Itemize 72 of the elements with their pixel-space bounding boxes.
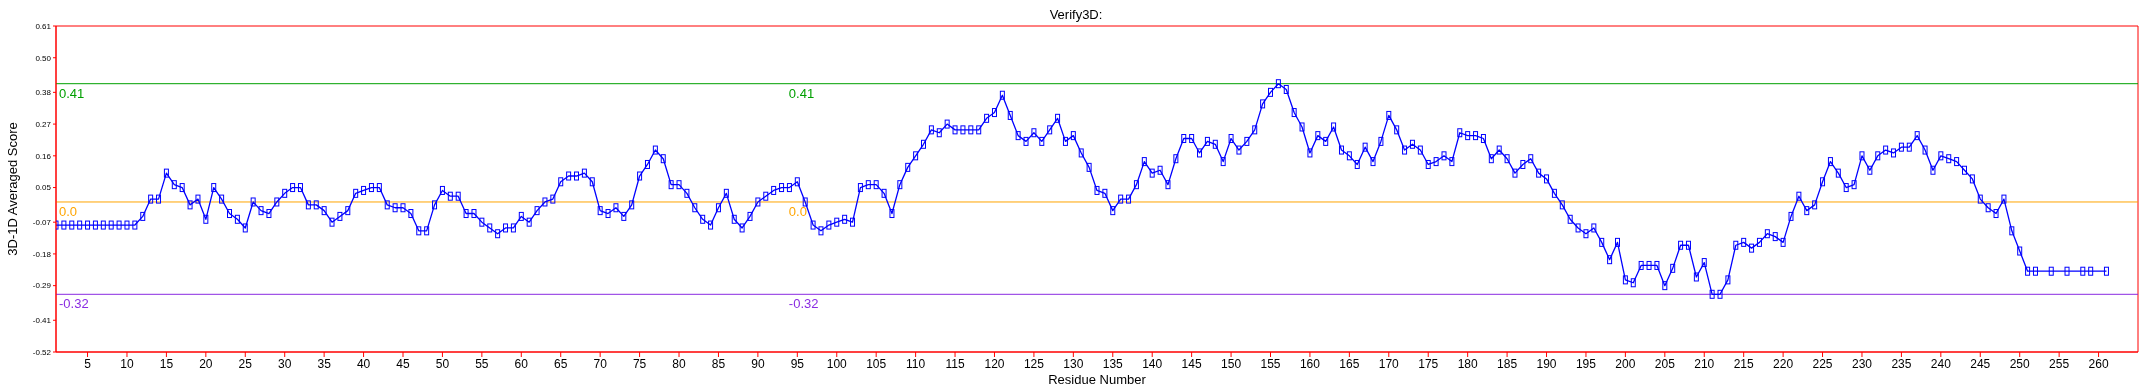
x-tick-label: 110 [906,356,926,371]
x-tick-label: 95 [790,356,805,371]
x-tick-label: 235 [1891,356,1912,371]
y-tick-label: -0.41 [32,316,52,326]
ref-line-label: 0.41 [59,85,85,101]
x-tick-label: 60 [514,356,529,371]
x-tick-label: 55 [475,356,489,371]
x-tick-label: 230 [1851,356,1873,371]
y-tick-label: 0.38 [35,88,52,98]
x-tick-label: 45 [396,356,410,371]
y-tick-label: 0.16 [35,151,52,161]
x-tick-label: 175 [1418,356,1439,371]
y-tick-label: 0.05 [35,183,52,193]
y-tick-label: 0.61 [35,21,52,31]
x-tick-label: 100 [826,356,848,371]
x-tick-label: 50 [435,356,450,371]
x-tick-label: 90 [751,356,765,371]
x-tick-label: 85 [711,356,726,371]
ref-line-label: 0.0 [59,203,78,219]
x-tick-label: 75 [632,356,647,371]
x-tick-label: 205 [1654,356,1676,371]
x-tick-label: 105 [866,356,887,371]
x-tick-label: 180 [1457,356,1478,371]
y-axis-title: 3D-1D Averaged Score [4,122,20,256]
x-tick-label: 260 [2088,356,2109,371]
x-tick-label: 200 [1615,356,1636,371]
x-tick-label: 135 [1102,356,1124,371]
text: 0.41 [788,85,815,101]
y-tick-label: -0.52 [32,347,52,357]
y-tick-label: 0.50 [35,53,52,63]
x-tick-label: 30 [278,356,292,371]
x-tick-label: 130 [1063,356,1084,371]
x-tick-label: 220 [1773,356,1794,371]
x-tick-label: 245 [1970,356,1991,371]
text: -0.32 [788,296,819,312]
x-axis-title: Residue Number [1048,372,1147,387]
y-tick-label: -0.29 [32,281,52,291]
y-tick-label: -0.07 [32,218,52,228]
x-tick-label: 40 [356,356,371,371]
text: 0.0 [788,203,807,219]
x-tick-label: 210 [1694,356,1715,371]
y-tick-label: -0.18 [32,249,52,259]
x-tick-label: 25 [238,356,253,371]
x-tick-label: 5 [84,356,92,371]
x-tick-label: 190 [1536,356,1557,371]
x-tick-label: 160 [1299,356,1321,371]
x-tick-label: 155 [1260,356,1281,371]
x-tick-label: 185 [1497,356,1518,371]
x-tick-label: 225 [1812,356,1833,371]
chart-title: Verify3D: [1048,7,1104,22]
x-tick-label: 35 [317,356,332,371]
x-tick-label: 125 [1023,356,1045,371]
x-tick-label: 170 [1378,356,1400,371]
x-tick-label: 80 [672,356,687,371]
x-tick-label: 145 [1181,356,1202,371]
x-tick-label: 10 [120,356,134,371]
x-tick-label: 65 [554,356,568,371]
x-tick-label: 240 [1930,356,1952,371]
ref-line-label: -0.32 [59,296,89,312]
y-tick-label: 0.27 [35,119,52,129]
x-tick-label: 15 [159,356,174,371]
x-tick-label: 20 [199,356,213,371]
x-tick-label: 70 [593,356,608,371]
x-tick-label: 140 [1142,356,1163,371]
x-tick-label: 195 [1575,356,1597,371]
x-tick-label: 120 [984,356,1005,371]
x-tick-label: 215 [1733,356,1755,371]
x-tick-label: 150 [1221,356,1242,371]
x-tick-label: 115 [945,356,965,371]
x-tick-label: 255 [2049,356,2070,371]
x-tick-label: 250 [2009,356,2031,371]
x-tick-label: 165 [1339,356,1360,371]
